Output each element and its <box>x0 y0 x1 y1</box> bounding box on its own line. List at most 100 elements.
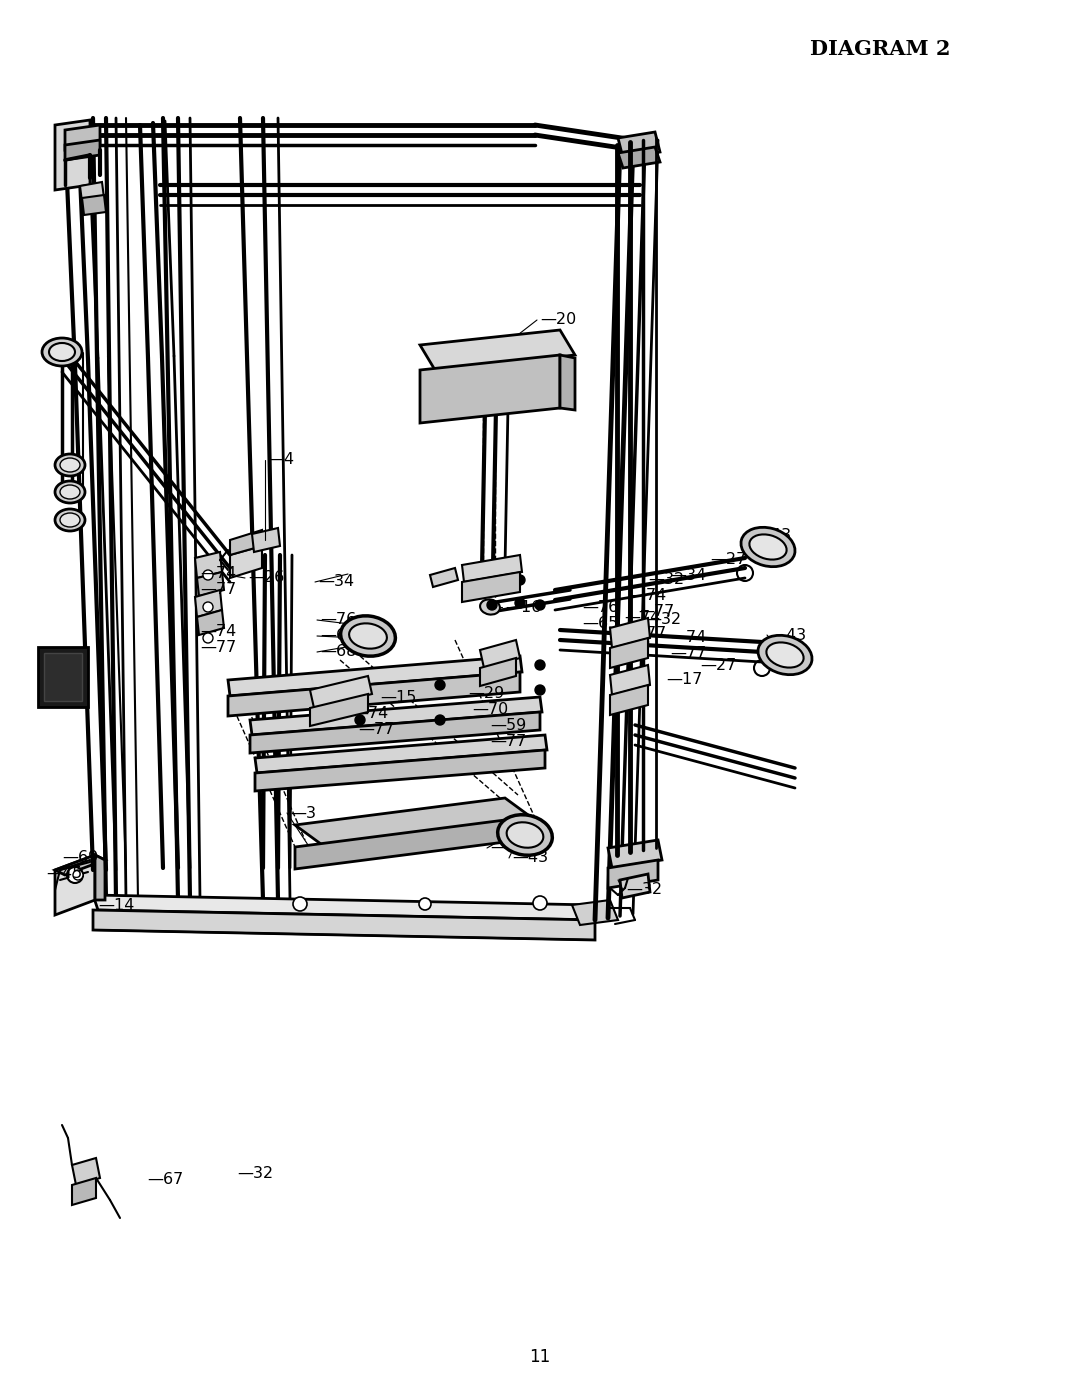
Ellipse shape <box>767 643 804 668</box>
Polygon shape <box>462 555 522 583</box>
Text: —30: —30 <box>750 545 786 560</box>
Text: —67: —67 <box>147 1172 184 1187</box>
Polygon shape <box>480 658 516 686</box>
Polygon shape <box>249 712 540 753</box>
Text: —43: —43 <box>512 851 549 866</box>
Ellipse shape <box>55 481 85 503</box>
Text: —68: —68 <box>320 644 356 659</box>
Polygon shape <box>72 1158 100 1185</box>
Text: —77: —77 <box>670 647 706 662</box>
Text: —14: —14 <box>98 897 134 912</box>
Polygon shape <box>249 697 542 735</box>
Polygon shape <box>608 861 658 888</box>
Circle shape <box>534 895 546 909</box>
Circle shape <box>203 633 213 643</box>
Text: —70: —70 <box>472 703 509 718</box>
Polygon shape <box>420 355 561 423</box>
Text: —34: —34 <box>318 574 354 590</box>
Text: —43: —43 <box>490 841 526 855</box>
Polygon shape <box>480 640 519 668</box>
Text: —77: —77 <box>490 735 526 750</box>
Text: —3: —3 <box>291 806 316 820</box>
Text: —15: —15 <box>380 690 417 705</box>
Polygon shape <box>310 694 368 726</box>
Text: —77: —77 <box>200 640 237 655</box>
Text: —4: —4 <box>268 453 294 468</box>
Text: —43: —43 <box>755 528 792 542</box>
Circle shape <box>203 602 213 612</box>
Polygon shape <box>255 735 546 773</box>
Circle shape <box>293 897 307 911</box>
Text: DIAGRAM 2: DIAGRAM 2 <box>810 39 950 59</box>
Text: —65: —65 <box>320 629 356 644</box>
Text: —69: —69 <box>62 851 98 866</box>
Ellipse shape <box>340 616 395 657</box>
Bar <box>44 652 82 701</box>
Text: —77: —77 <box>630 626 666 640</box>
Text: —17: —17 <box>666 672 702 687</box>
Circle shape <box>515 576 525 585</box>
Text: —30: —30 <box>757 644 793 659</box>
Ellipse shape <box>60 485 80 499</box>
Text: —74: —74 <box>352 707 388 721</box>
Circle shape <box>355 685 365 694</box>
Text: —34: —34 <box>670 567 706 583</box>
Polygon shape <box>93 895 600 921</box>
Text: —32: —32 <box>645 612 681 627</box>
Polygon shape <box>420 330 575 370</box>
Ellipse shape <box>49 344 75 360</box>
Polygon shape <box>295 798 535 847</box>
Circle shape <box>203 570 213 580</box>
Circle shape <box>355 715 365 725</box>
Text: —74: —74 <box>200 624 237 640</box>
Text: —77: —77 <box>357 722 394 738</box>
Text: —16: —16 <box>505 599 541 615</box>
Polygon shape <box>230 546 262 578</box>
Polygon shape <box>610 665 650 694</box>
Polygon shape <box>95 855 105 900</box>
Circle shape <box>754 659 770 676</box>
Text: —27: —27 <box>700 658 737 672</box>
Polygon shape <box>462 571 519 602</box>
Polygon shape <box>310 676 372 708</box>
Text: —77: —77 <box>200 583 237 598</box>
Ellipse shape <box>55 454 85 476</box>
Ellipse shape <box>507 823 543 848</box>
Circle shape <box>535 599 545 610</box>
Circle shape <box>737 564 753 581</box>
Ellipse shape <box>55 509 85 531</box>
Circle shape <box>435 715 445 725</box>
Text: 11: 11 <box>529 1348 551 1366</box>
Polygon shape <box>572 900 618 925</box>
Text: —26: —26 <box>615 634 650 650</box>
Ellipse shape <box>60 458 80 472</box>
Circle shape <box>419 898 431 909</box>
Text: —27: —27 <box>710 552 746 567</box>
Polygon shape <box>197 610 224 636</box>
Polygon shape <box>80 182 104 203</box>
Ellipse shape <box>60 513 80 527</box>
Polygon shape <box>55 855 95 915</box>
Polygon shape <box>65 124 100 149</box>
Text: —59: —59 <box>490 718 526 733</box>
Polygon shape <box>55 120 90 190</box>
Text: —33: —33 <box>505 367 541 383</box>
Polygon shape <box>608 840 662 868</box>
Ellipse shape <box>741 527 795 567</box>
Text: —43: —43 <box>770 627 806 643</box>
Circle shape <box>435 680 445 690</box>
Polygon shape <box>197 571 224 597</box>
Bar <box>38 647 87 707</box>
Polygon shape <box>72 1178 96 1206</box>
Polygon shape <box>228 672 519 717</box>
Polygon shape <box>195 590 222 617</box>
Polygon shape <box>295 820 505 869</box>
Text: —74: —74 <box>670 630 706 645</box>
Circle shape <box>515 598 525 608</box>
Polygon shape <box>618 147 660 168</box>
Polygon shape <box>82 196 106 215</box>
Circle shape <box>535 685 545 694</box>
Polygon shape <box>610 685 648 715</box>
Polygon shape <box>93 909 595 940</box>
Polygon shape <box>620 875 650 898</box>
